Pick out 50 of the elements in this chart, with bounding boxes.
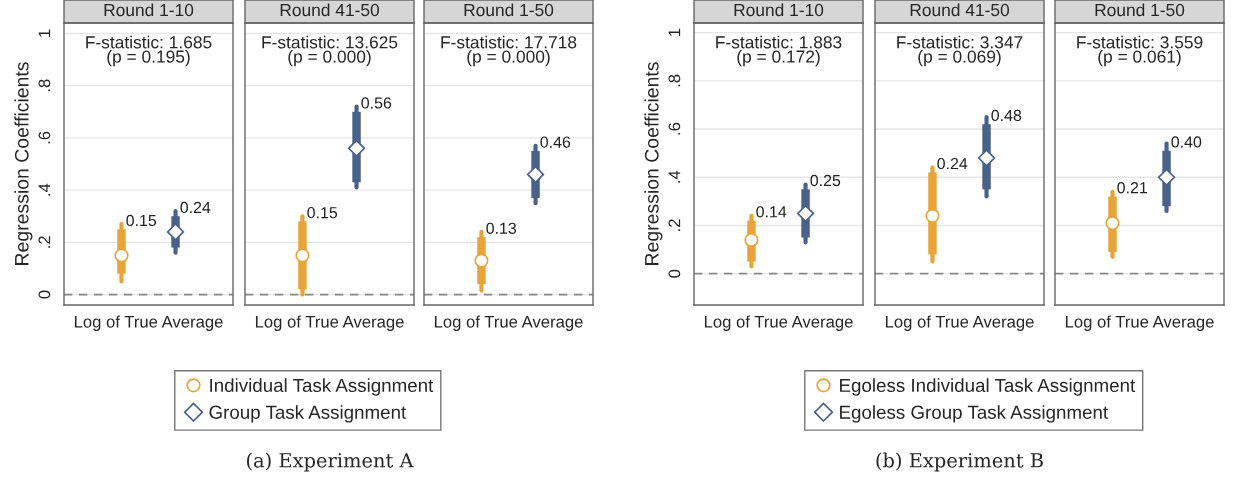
x-tick-label: Log of True Average	[1065, 315, 1214, 331]
text: 0.13	[486, 222, 517, 234]
chart-title: Round 1-50	[464, 3, 554, 17]
y-tick-label: .6	[668, 122, 681, 135]
annotation: F-statistic: 1.883 (p = 0.172)	[716, 35, 842, 67]
text: 0.15	[126, 214, 157, 227]
y-tick-label: .4	[38, 183, 51, 196]
text: 0.46	[540, 136, 571, 148]
annotation: F-statistic: 17.718 (p = 0.000)	[441, 35, 577, 67]
legend-label: Group Task Assignment	[209, 405, 407, 423]
y-tick-label: 1	[38, 29, 51, 37]
x-tick-label: Log of True Average	[255, 315, 404, 331]
y-axis-title: Regression Coefficients	[644, 62, 663, 265]
y-tick-label: .2	[38, 236, 51, 248]
chart-title: Round 1-50	[1095, 3, 1185, 17]
y-axis-title: Regression Coefficients	[14, 62, 33, 265]
y-tick-label: .4	[668, 170, 681, 183]
text: 0.15	[307, 206, 338, 219]
text: 0.24	[937, 157, 968, 170]
annotation: F-statistic: 13.625 (p = 0.000)	[262, 35, 398, 67]
text: 0.21	[1117, 182, 1147, 194]
text: 0.14	[756, 206, 787, 218]
y-tick-label: .8	[668, 74, 681, 87]
y-tick-label: 0	[38, 290, 51, 299]
legend-label: Egoless Group Task Assignment	[840, 405, 1108, 423]
text: 0.24	[180, 201, 211, 214]
x-tick-label: Log of True Average	[74, 315, 223, 331]
text: (a) Experiment A	[247, 452, 414, 472]
y-tick-label: .6	[38, 131, 51, 144]
text: 0.56	[361, 97, 392, 109]
annotation: F-statistic: 3.347 (p = 0.069)	[897, 35, 1023, 67]
y-tick-label: 1	[668, 28, 681, 36]
text: (b) Experiment B	[876, 452, 1043, 472]
annotation: F-statistic: 3.559 (p = 0.061)	[1077, 35, 1203, 67]
text: 0.25	[810, 174, 841, 187]
y-tick-label: .2	[668, 219, 681, 231]
chart-title: Round 1-10	[734, 3, 824, 17]
annotation: F-statistic: 1.685 (p = 0.195)	[86, 35, 212, 67]
y-tick-label: 0	[668, 269, 681, 278]
legend-label: Egoless Individual Task Assignment	[840, 378, 1136, 396]
x-tick-label: Log of True Average	[704, 315, 853, 331]
x-tick-label: Log of True Average	[434, 315, 583, 331]
legend-label: Individual Task Assignment	[210, 378, 434, 396]
chart-title: Round 1-10	[104, 3, 194, 17]
text: 0.40	[1171, 136, 1202, 148]
chart-title: Round 41-50	[280, 3, 380, 17]
text: 0.48	[991, 109, 1022, 122]
x-tick-label: Log of True Average	[885, 315, 1034, 331]
chart-title: Round 41-50	[910, 3, 1010, 17]
y-tick-label: .8	[38, 79, 51, 92]
